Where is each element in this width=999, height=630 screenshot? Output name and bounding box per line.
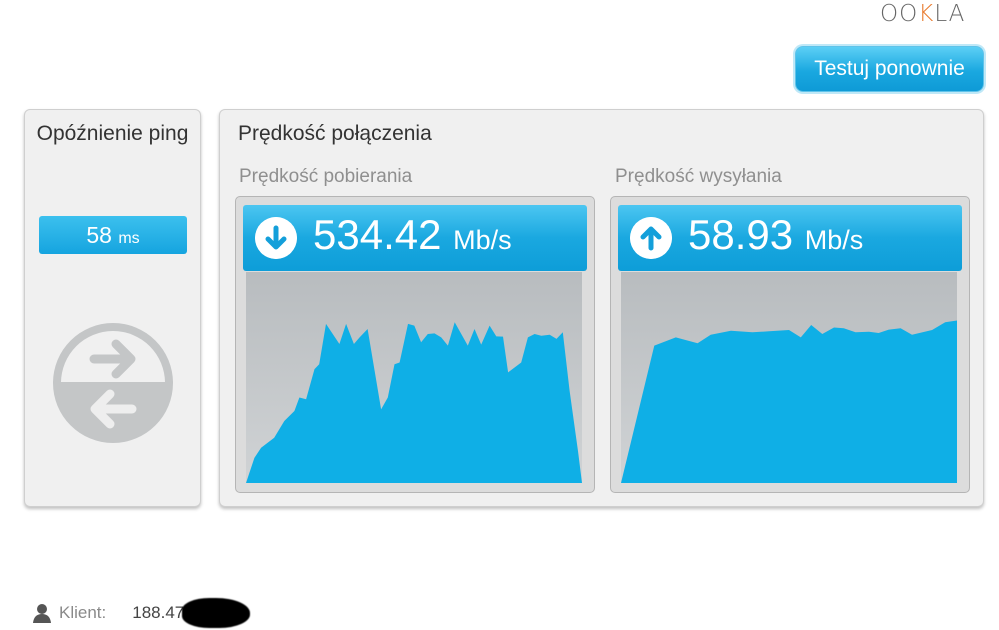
upload-unit: Mb/s bbox=[804, 225, 864, 255]
client-ip: 188.47 bbox=[132, 603, 185, 622]
arrow-down-circle-icon bbox=[255, 217, 297, 259]
download-graph bbox=[246, 272, 582, 483]
speed-title: Prędkość połączenia bbox=[238, 122, 432, 145]
upload-header: 58.93 Mb/s bbox=[618, 205, 962, 271]
download-header: 534.42 Mb/s bbox=[243, 205, 587, 271]
retest-button[interactable]: Testuj ponownie bbox=[795, 46, 984, 92]
client-info: Klient: 188.47 bbox=[33, 598, 251, 628]
ping-value-badge: 58 ms bbox=[39, 216, 187, 254]
download-speed-area bbox=[246, 322, 582, 483]
user-icon bbox=[33, 604, 51, 623]
ping-unit: ms bbox=[118, 230, 140, 247]
upload-value: 58.93 bbox=[688, 211, 794, 258]
upload-speed-area bbox=[621, 320, 957, 483]
arrow-up-circle-icon bbox=[630, 217, 672, 259]
download-unit: Mb/s bbox=[453, 225, 512, 255]
speed-panel: Prędkość połączenia Prędkość pobierania … bbox=[219, 109, 984, 507]
redaction-scribble bbox=[182, 598, 251, 628]
upload-graph bbox=[621, 272, 957, 483]
upload-box: 58.93 Mb/s bbox=[610, 196, 970, 493]
ping-value: 58 bbox=[86, 222, 112, 248]
client-label: Klient: bbox=[59, 603, 107, 622]
ping-title: Opóźnienie ping bbox=[36, 122, 189, 145]
download-value: 534.42 bbox=[313, 211, 442, 258]
download-box: 534.42 Mb/s bbox=[235, 196, 595, 493]
upload-label: Prędkość wysyłania bbox=[615, 166, 782, 187]
download-label: Prędkość pobierania bbox=[239, 166, 413, 187]
ping-panel: Opóźnienie ping 58 ms bbox=[24, 109, 201, 507]
ping-arrows-icon bbox=[53, 323, 173, 443]
ookla-logo: OOKLA bbox=[880, 1, 966, 27]
